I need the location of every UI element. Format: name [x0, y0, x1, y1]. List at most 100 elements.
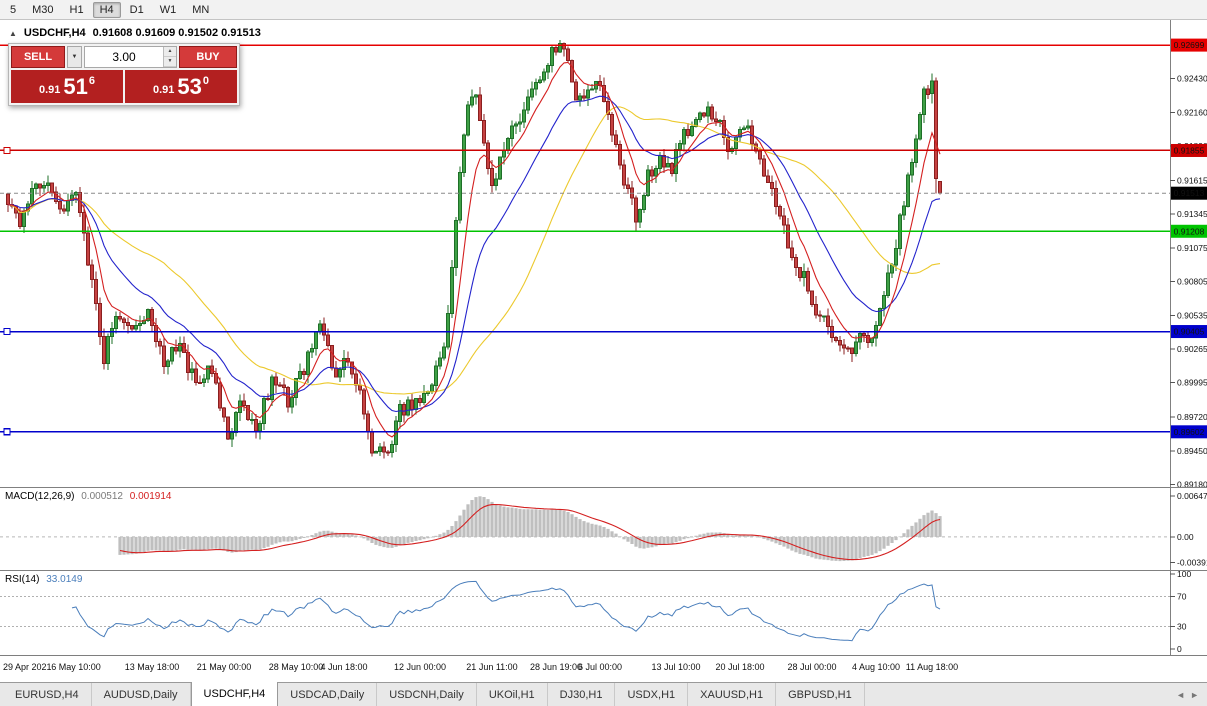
svg-text:0.89995: 0.89995 [1177, 378, 1207, 388]
timeframe-button-h4[interactable]: H4 [92, 1, 121, 18]
volume-increase-button[interactable]: ▲ [164, 47, 176, 57]
ask-price-pip-digit: 0 [202, 75, 210, 87]
rsi-indicator-label: RSI(14) 33.0149 [5, 574, 86, 585]
macd-main-value: 0.000512 [81, 491, 123, 502]
price-chart-pane[interactable]: 0.924300.921600.918900.916150.913450.910… [0, 20, 1207, 487]
svg-text:0.90535: 0.90535 [1177, 310, 1207, 320]
time-axis-label: 6 May 10:00 [51, 662, 101, 672]
tab-scroll-left-button[interactable]: ◄ [1176, 689, 1186, 700]
time-axis-label: 28 Jun 19:00 [529, 662, 583, 672]
bid-price-display[interactable]: 0.91 51 6 [11, 70, 123, 103]
timeframe-button-d1[interactable]: D1 [123, 2, 151, 18]
time-axis[interactable]: 29 Apr 2021 6 May 10:00 13 May 18:00 21 May… [0, 655, 1207, 682]
svg-text:0.90405: 0.90405 [1174, 327, 1205, 337]
tab-scroll-controls: ◄ ► [1168, 683, 1207, 706]
tab-audusd-daily[interactable]: AUDUSD,Daily [92, 683, 191, 706]
svg-text:0.00647: 0.00647 [1177, 491, 1207, 501]
macd-indicator-label: MACD(12,26,9) 0.000512 0.001914 [5, 491, 175, 502]
svg-text:30: 30 [1177, 622, 1187, 632]
svg-text:0.91208: 0.91208 [1174, 226, 1205, 236]
svg-text:100: 100 [1177, 570, 1191, 579]
ask-price-prefix: 0.91 [152, 84, 175, 96]
tab-usdchf-h4[interactable]: USDCHF,H4 [190, 682, 279, 706]
volume-dropdown-button[interactable]: ▼ [67, 46, 82, 68]
svg-text:0.92430: 0.92430 [1177, 74, 1207, 84]
bid-price-prefix: 0.91 [38, 84, 61, 96]
svg-text:0.90805: 0.90805 [1177, 277, 1207, 287]
sell-button[interactable]: SELL [11, 46, 65, 68]
time-axis-label: 13 Jul 10:00 [651, 662, 701, 672]
svg-text:0.92160: 0.92160 [1177, 107, 1207, 117]
svg-text:0.91075: 0.91075 [1177, 243, 1207, 253]
svg-text:0.89180: 0.89180 [1177, 480, 1207, 487]
timeframe-toolbar: 5 M30 H1 H4 D1 W1 MN [0, 0, 1207, 20]
chart-tabbar: EURUSD,H4 AUDUSD,Daily USDCHF,H4 USDCAD,Dai… [0, 682, 1207, 706]
time-axis-label: 4 Aug 10:00 [851, 662, 901, 672]
tab-dj30-h1[interactable]: DJ30,H1 [548, 683, 616, 706]
ask-price-display[interactable]: 0.91 53 0 [125, 70, 237, 103]
macd-canvas[interactable]: 0.00647 0.00 -0.00391 [0, 487, 1207, 570]
svg-text:0.90265: 0.90265 [1177, 344, 1207, 354]
svg-text:0.91513: 0.91513 [1174, 188, 1205, 198]
timeframe-button-5[interactable]: 5 [3, 2, 23, 18]
time-axis-label: 20 Jul 18:00 [715, 662, 765, 672]
bid-price-big-digits: 51 [63, 73, 88, 99]
tab-usdx-h1[interactable]: USDX,H1 [615, 683, 689, 706]
svg-text:0.91345: 0.91345 [1177, 209, 1207, 219]
timeframe-button-m30[interactable]: M30 [25, 2, 60, 18]
tab-scroll-right-button[interactable]: ► [1190, 689, 1199, 700]
rsi-name: RSI(14) [5, 574, 40, 585]
time-axis-label: 21 May 00:00 [196, 662, 252, 672]
svg-text:0.92699: 0.92699 [1174, 40, 1205, 50]
volume-input[interactable] [85, 47, 163, 67]
macd-signal-value: 0.001914 [129, 491, 172, 502]
tab-xauusd-h1[interactable]: XAUUSD,H1 [688, 683, 777, 706]
tab-usdcnh-daily[interactable]: USDCNH,Daily [377, 683, 477, 706]
chevron-down-icon: ▼ [71, 54, 78, 60]
svg-text:0: 0 [1177, 644, 1182, 654]
time-axis-label: 21 Jun 11:00 [466, 662, 518, 672]
volume-decrease-button[interactable]: ▼ [164, 57, 176, 67]
rsi-canvas[interactable]: 100 70 30 0 [0, 570, 1207, 655]
svg-text:70: 70 [1177, 592, 1187, 602]
tab-eurusd-h4[interactable]: EURUSD,H4 [3, 683, 92, 706]
time-axis-label: 6 Jul 00:00 [577, 662, 623, 672]
svg-text:0.91855: 0.91855 [1174, 145, 1205, 155]
volume-field: ▲ ▼ [84, 46, 177, 68]
ask-price-big-digits: 53 [177, 73, 202, 99]
svg-text:0.89602: 0.89602 [1174, 427, 1205, 437]
chevron-up-icon: ▲ [167, 48, 173, 54]
tab-usdcad-daily[interactable]: USDCAD,Daily [278, 683, 378, 706]
volume-stepper: ▲ ▼ [163, 47, 176, 67]
chart-ohlc-readout: 0.91608 0.91609 0.91502 0.91513 [92, 27, 261, 39]
one-click-panel-toggle-icon[interactable]: ▲ [9, 29, 17, 38]
rsi-indicator-pane[interactable]: 100 70 30 0 RSI(14) 33.0149 [0, 570, 1207, 655]
svg-text:0.91615: 0.91615 [1177, 175, 1207, 185]
svg-text:0.00: 0.00 [1177, 532, 1194, 542]
timeframe-button-w1[interactable]: W1 [153, 2, 184, 18]
price-chart-canvas[interactable]: 0.924300.921600.918900.916150.913450.910… [0, 20, 1207, 487]
timeframe-button-h1[interactable]: H1 [63, 2, 91, 18]
time-axis-label: 28 May 10:00 [268, 662, 324, 672]
macd-name: MACD(12,26,9) [5, 491, 75, 502]
time-axis-label: 28 Jul 00:00 [787, 662, 837, 672]
macd-indicator-pane[interactable]: 0.00647 0.00 -0.00391 MACD(12,26,9) 0.0005… [0, 487, 1207, 570]
svg-text:0.89450: 0.89450 [1177, 446, 1207, 456]
svg-text:0.89720: 0.89720 [1177, 412, 1207, 422]
rsi-value: 33.0149 [46, 574, 83, 585]
time-axis-label: 12 Jun 00:00 [393, 662, 447, 672]
time-axis-label: 11 Aug 18:00 [905, 662, 959, 672]
chart-symbol-title: USDCHF,H4 [23, 27, 86, 39]
buy-button[interactable]: BUY [179, 46, 237, 68]
bid-price-pip-digit: 6 [88, 75, 96, 87]
time-axis-label: 4 Jun 18:00 [320, 662, 368, 672]
tab-ukoil-h1[interactable]: UKOil,H1 [477, 683, 548, 706]
time-axis-label: 13 May 18:00 [124, 662, 180, 672]
chart-tabs: EURUSD,H4 AUDUSD,Daily USDCHF,H4 USDCAD,Dai… [3, 682, 865, 706]
svg-text:-0.00391: -0.00391 [1177, 557, 1207, 567]
timeframe-button-mn[interactable]: MN [185, 2, 216, 18]
chevron-down-icon: ▼ [167, 58, 173, 64]
chart-header: ▲ USDCHF,H4 0.91608 0.91609 0.91502 0.91… [9, 27, 261, 39]
one-click-trading-panel: SELL ▼ ▲ ▼ BUY 0.91 51 6 0.91 53 0 [8, 43, 240, 106]
tab-gbpusd-h1[interactable]: GBPUSD,H1 [776, 683, 865, 706]
